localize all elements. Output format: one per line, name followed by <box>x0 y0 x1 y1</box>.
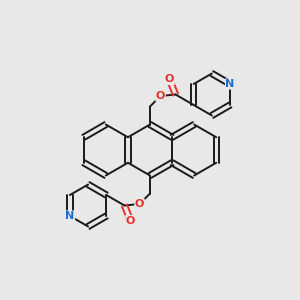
Text: N: N <box>65 211 75 221</box>
Text: N: N <box>225 79 235 89</box>
Text: O: O <box>135 199 144 209</box>
Text: O: O <box>126 215 135 226</box>
Text: O: O <box>156 91 165 101</box>
Text: O: O <box>165 74 174 85</box>
